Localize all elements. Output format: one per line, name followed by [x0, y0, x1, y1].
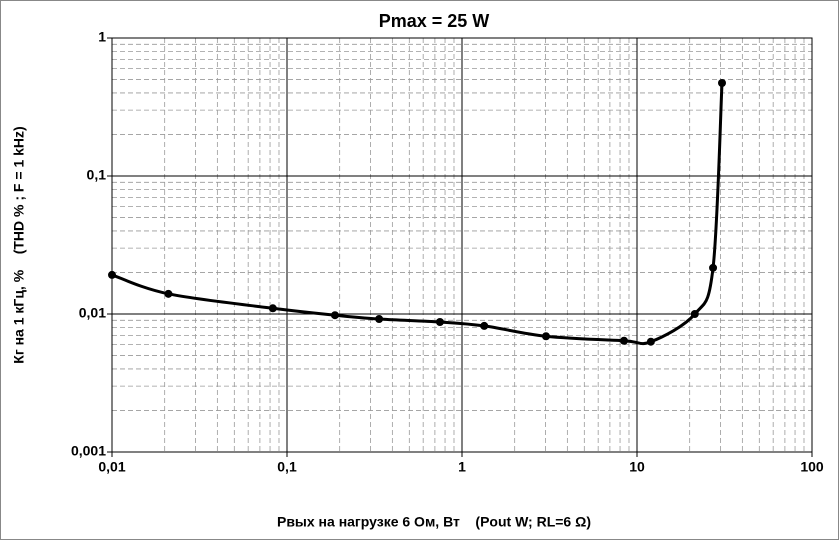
data-point [480, 321, 489, 330]
data-point [375, 314, 384, 323]
data-point [646, 337, 655, 346]
data-point [330, 311, 339, 320]
y-tick-label: 0,01 [79, 305, 106, 321]
x-tick-label: 100 [800, 459, 824, 475]
y-tick-label: 1 [98, 29, 106, 45]
data-point [542, 332, 551, 341]
chart-title: Pmax = 25 W [379, 11, 490, 31]
data-point [709, 263, 718, 272]
x-tick-label: 1 [458, 459, 466, 475]
x-axis-label: Рвых на нагрузке 6 Ом, Вт (Pout W; RL=6 … [277, 514, 591, 530]
data-point [268, 304, 277, 313]
y-tick-label: 0,1 [87, 167, 107, 183]
data-point [108, 270, 116, 279]
x-tick-label: 0,1 [277, 459, 297, 475]
x-tick-label: 10 [629, 459, 645, 475]
y-axis-label: Кг на 1 кГц, % (THD % ; F = 1 kHz) [11, 126, 27, 363]
data-point [164, 289, 173, 298]
data-point [690, 310, 699, 318]
plot-frame [111, 37, 813, 453]
x-tick-label: 0,01 [98, 459, 125, 475]
y-tick-label: 0,001 [71, 443, 106, 459]
data-point [435, 318, 444, 327]
data-point [718, 78, 727, 87]
data-point [620, 336, 629, 345]
